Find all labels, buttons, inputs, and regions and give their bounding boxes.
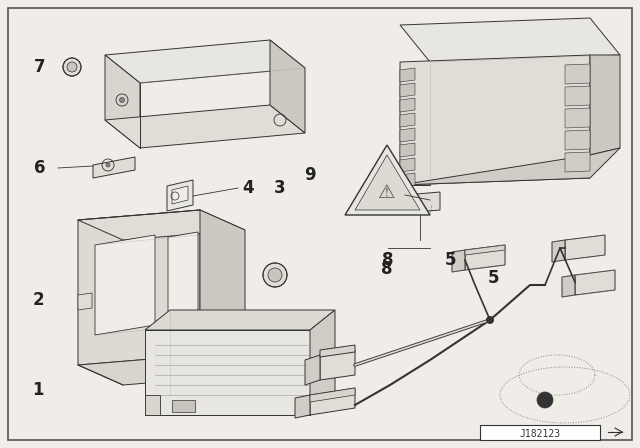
Polygon shape <box>172 186 188 204</box>
Polygon shape <box>565 152 590 172</box>
Circle shape <box>537 392 553 408</box>
Polygon shape <box>480 425 600 440</box>
Polygon shape <box>78 293 92 310</box>
Polygon shape <box>320 345 355 357</box>
Polygon shape <box>565 64 590 84</box>
Polygon shape <box>552 240 565 262</box>
Polygon shape <box>145 395 160 415</box>
Polygon shape <box>310 310 335 415</box>
Polygon shape <box>400 62 430 185</box>
Circle shape <box>268 268 282 282</box>
Text: 2: 2 <box>32 291 44 309</box>
Polygon shape <box>93 157 135 178</box>
Text: 3: 3 <box>274 179 286 197</box>
Text: 4: 4 <box>242 179 254 197</box>
Circle shape <box>67 62 77 72</box>
Polygon shape <box>355 155 420 210</box>
Polygon shape <box>465 245 505 255</box>
Polygon shape <box>400 158 415 172</box>
Polygon shape <box>310 388 355 402</box>
Polygon shape <box>167 180 193 211</box>
Polygon shape <box>270 40 305 133</box>
Text: 8: 8 <box>381 260 392 278</box>
Text: ⚠: ⚠ <box>378 182 396 202</box>
Polygon shape <box>405 192 440 213</box>
Polygon shape <box>305 355 320 385</box>
Polygon shape <box>105 40 305 83</box>
Polygon shape <box>400 173 415 187</box>
Polygon shape <box>145 310 335 330</box>
Polygon shape <box>565 235 605 260</box>
Polygon shape <box>400 98 415 112</box>
Polygon shape <box>78 210 200 365</box>
Polygon shape <box>78 210 245 240</box>
Text: 9: 9 <box>304 166 316 184</box>
Polygon shape <box>320 350 355 380</box>
Polygon shape <box>575 270 615 295</box>
Circle shape <box>63 58 81 76</box>
Text: 5: 5 <box>488 269 500 287</box>
Polygon shape <box>465 245 505 270</box>
Polygon shape <box>168 232 198 327</box>
Polygon shape <box>8 8 632 440</box>
Polygon shape <box>105 105 305 148</box>
Circle shape <box>120 98 125 103</box>
Text: 8: 8 <box>382 251 394 269</box>
Polygon shape <box>400 148 620 185</box>
Polygon shape <box>200 210 245 375</box>
Polygon shape <box>590 55 620 155</box>
Polygon shape <box>310 388 355 415</box>
Polygon shape <box>565 130 590 150</box>
Polygon shape <box>145 330 310 415</box>
Polygon shape <box>562 275 575 297</box>
Polygon shape <box>400 18 620 62</box>
Polygon shape <box>452 250 465 272</box>
Polygon shape <box>565 86 590 106</box>
Text: 1: 1 <box>32 381 44 399</box>
Polygon shape <box>400 143 415 157</box>
Polygon shape <box>95 235 155 335</box>
Polygon shape <box>345 145 430 215</box>
Circle shape <box>263 263 287 287</box>
Polygon shape <box>400 113 415 127</box>
Polygon shape <box>78 355 245 385</box>
Text: 7: 7 <box>34 58 46 76</box>
Text: 5: 5 <box>444 251 456 269</box>
Polygon shape <box>565 108 590 128</box>
Polygon shape <box>400 128 415 142</box>
Text: 6: 6 <box>35 159 45 177</box>
Polygon shape <box>105 55 140 148</box>
Polygon shape <box>295 395 310 418</box>
Polygon shape <box>400 55 590 185</box>
Polygon shape <box>400 83 415 97</box>
Circle shape <box>106 163 110 167</box>
Polygon shape <box>400 68 415 82</box>
Polygon shape <box>172 400 195 412</box>
Circle shape <box>486 316 494 324</box>
Text: J182123: J182123 <box>520 429 561 439</box>
